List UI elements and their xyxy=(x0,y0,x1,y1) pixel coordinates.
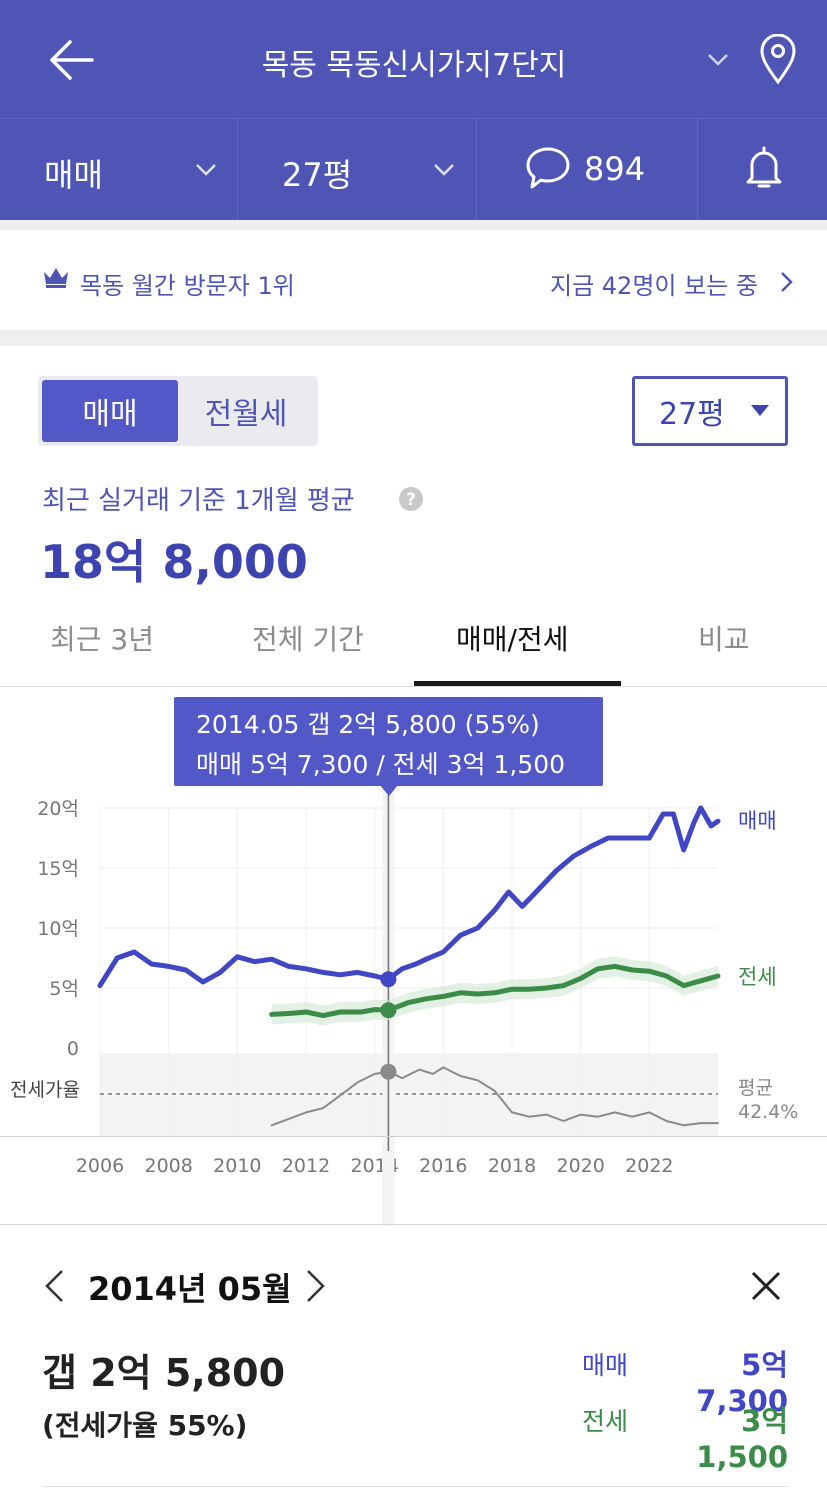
back-arrow-icon[interactable] xyxy=(48,38,96,82)
active-tab-underline xyxy=(414,681,621,686)
pyeong-select[interactable]: 27평 xyxy=(282,156,353,194)
average-label: 평균 xyxy=(738,1077,773,1099)
close-icon[interactable] xyxy=(750,1270,782,1302)
tab-compare[interactable]: 비교 xyxy=(698,623,750,656)
average-value: 42.4% xyxy=(738,1101,798,1123)
divider xyxy=(237,118,238,220)
chart-divider xyxy=(0,1136,827,1137)
detail-date: 2014년 05월 xyxy=(88,1270,292,1308)
divider xyxy=(697,118,698,220)
detail-jeonse-value: 3억 1,500 xyxy=(696,1404,788,1474)
trade-type-select[interactable]: 매매 xyxy=(44,156,103,194)
summary-label: 최근 실거래 기준 1개월 평균 xyxy=(42,486,355,516)
detail-sale-value: 5억 7,300 xyxy=(696,1348,788,1418)
tab-all-period[interactable]: 전체 기간 xyxy=(252,623,364,656)
map-pin-icon[interactable] xyxy=(758,34,798,86)
x-tick-label: 2008 xyxy=(144,1155,192,1177)
caret-down-icon xyxy=(751,405,769,416)
chevron-down-icon[interactable] xyxy=(194,162,218,178)
pyeong-dropdown[interactable]: 27평 xyxy=(632,376,788,446)
crown-icon xyxy=(44,268,68,288)
prev-month-icon[interactable] xyxy=(42,1268,66,1304)
viewers-link[interactable]: 지금 42명이 보는 중 xyxy=(550,272,758,300)
chevron-right-icon[interactable] xyxy=(778,270,794,294)
x-tick-label: 2018 xyxy=(488,1155,536,1177)
filter-bar xyxy=(0,118,827,220)
jeonse-marker xyxy=(380,1002,397,1019)
y-tick-label: 0 xyxy=(67,1038,79,1060)
detail-divider xyxy=(0,1224,827,1225)
chart-tooltip: 2014.05 갭 2억 5,800 (55%) 매매 5억 7,300 / 전… xyxy=(174,697,603,786)
x-tick-label: 2006 xyxy=(76,1155,124,1177)
pyeong-dropdown-value: 27평 xyxy=(659,397,725,432)
tab-recent-3y[interactable]: 최근 3년 xyxy=(50,623,154,656)
detail-ratio: (전세가율 55%) xyxy=(42,1409,248,1442)
x-tick-label: 2022 xyxy=(625,1155,673,1177)
detail-gap: 갭 2억 5,800 xyxy=(42,1351,286,1395)
tooltip-line-2: 매매 5억 7,300 / 전세 3억 1,500 xyxy=(196,750,566,779)
section-gap xyxy=(0,330,827,346)
rank-text: 목동 월간 방문자 1위 xyxy=(80,272,295,300)
segment-sale[interactable]: 매매 xyxy=(42,380,178,442)
segment-rent[interactable]: 전월세 xyxy=(204,397,288,432)
x-tick-label: 2016 xyxy=(419,1155,467,1177)
jeonse-line xyxy=(269,963,721,1019)
chevron-down-icon[interactable] xyxy=(706,52,730,68)
divider xyxy=(476,118,477,220)
detail-sale-label: 매매 xyxy=(582,1351,629,1380)
bottom-divider xyxy=(42,1486,788,1487)
svg-text:?: ? xyxy=(406,490,416,510)
tooltip-pointer xyxy=(380,785,398,796)
jeonse-legend: 전세 xyxy=(738,965,777,989)
app-header xyxy=(0,0,827,118)
y-tick-label: 15억 xyxy=(37,858,79,880)
y-tick-label: 20억 xyxy=(37,798,79,820)
ratio-marker xyxy=(380,1063,397,1080)
help-icon[interactable]: ? xyxy=(398,486,424,512)
ratio-band xyxy=(100,1053,718,1136)
x-tick-label: 2012 xyxy=(282,1155,330,1177)
complex-title[interactable]: 목동 목동신시가지7단지 xyxy=(261,48,567,83)
next-month-icon[interactable] xyxy=(304,1268,328,1304)
comment-icon[interactable] xyxy=(524,144,572,192)
tabs-divider xyxy=(0,686,827,687)
section-gap xyxy=(0,220,827,230)
sale-line xyxy=(97,805,721,989)
summary-price: 18억 8,000 xyxy=(40,535,308,589)
x-tick-label: 2020 xyxy=(556,1155,604,1177)
tooltip-line-1: 2014.05 갭 2억 5,800 (55%) xyxy=(196,710,540,739)
detail-jeonse-label: 전세 xyxy=(582,1407,629,1436)
y-tick-label: 5억 xyxy=(49,978,79,1000)
sale-marker xyxy=(380,971,397,988)
tab-sale-jeonse[interactable]: 매매/전세 xyxy=(456,623,569,656)
ratio-line xyxy=(270,1066,719,1127)
x-tick-label: 2010 xyxy=(213,1155,261,1177)
comment-count[interactable]: 894 xyxy=(584,150,646,188)
chevron-down-icon[interactable] xyxy=(432,162,456,178)
sale-legend: 매매 xyxy=(738,809,777,833)
bell-icon[interactable] xyxy=(742,144,786,192)
y-tick-label: 10억 xyxy=(37,918,79,940)
ratio-label: 전세가율 xyxy=(10,1079,80,1101)
